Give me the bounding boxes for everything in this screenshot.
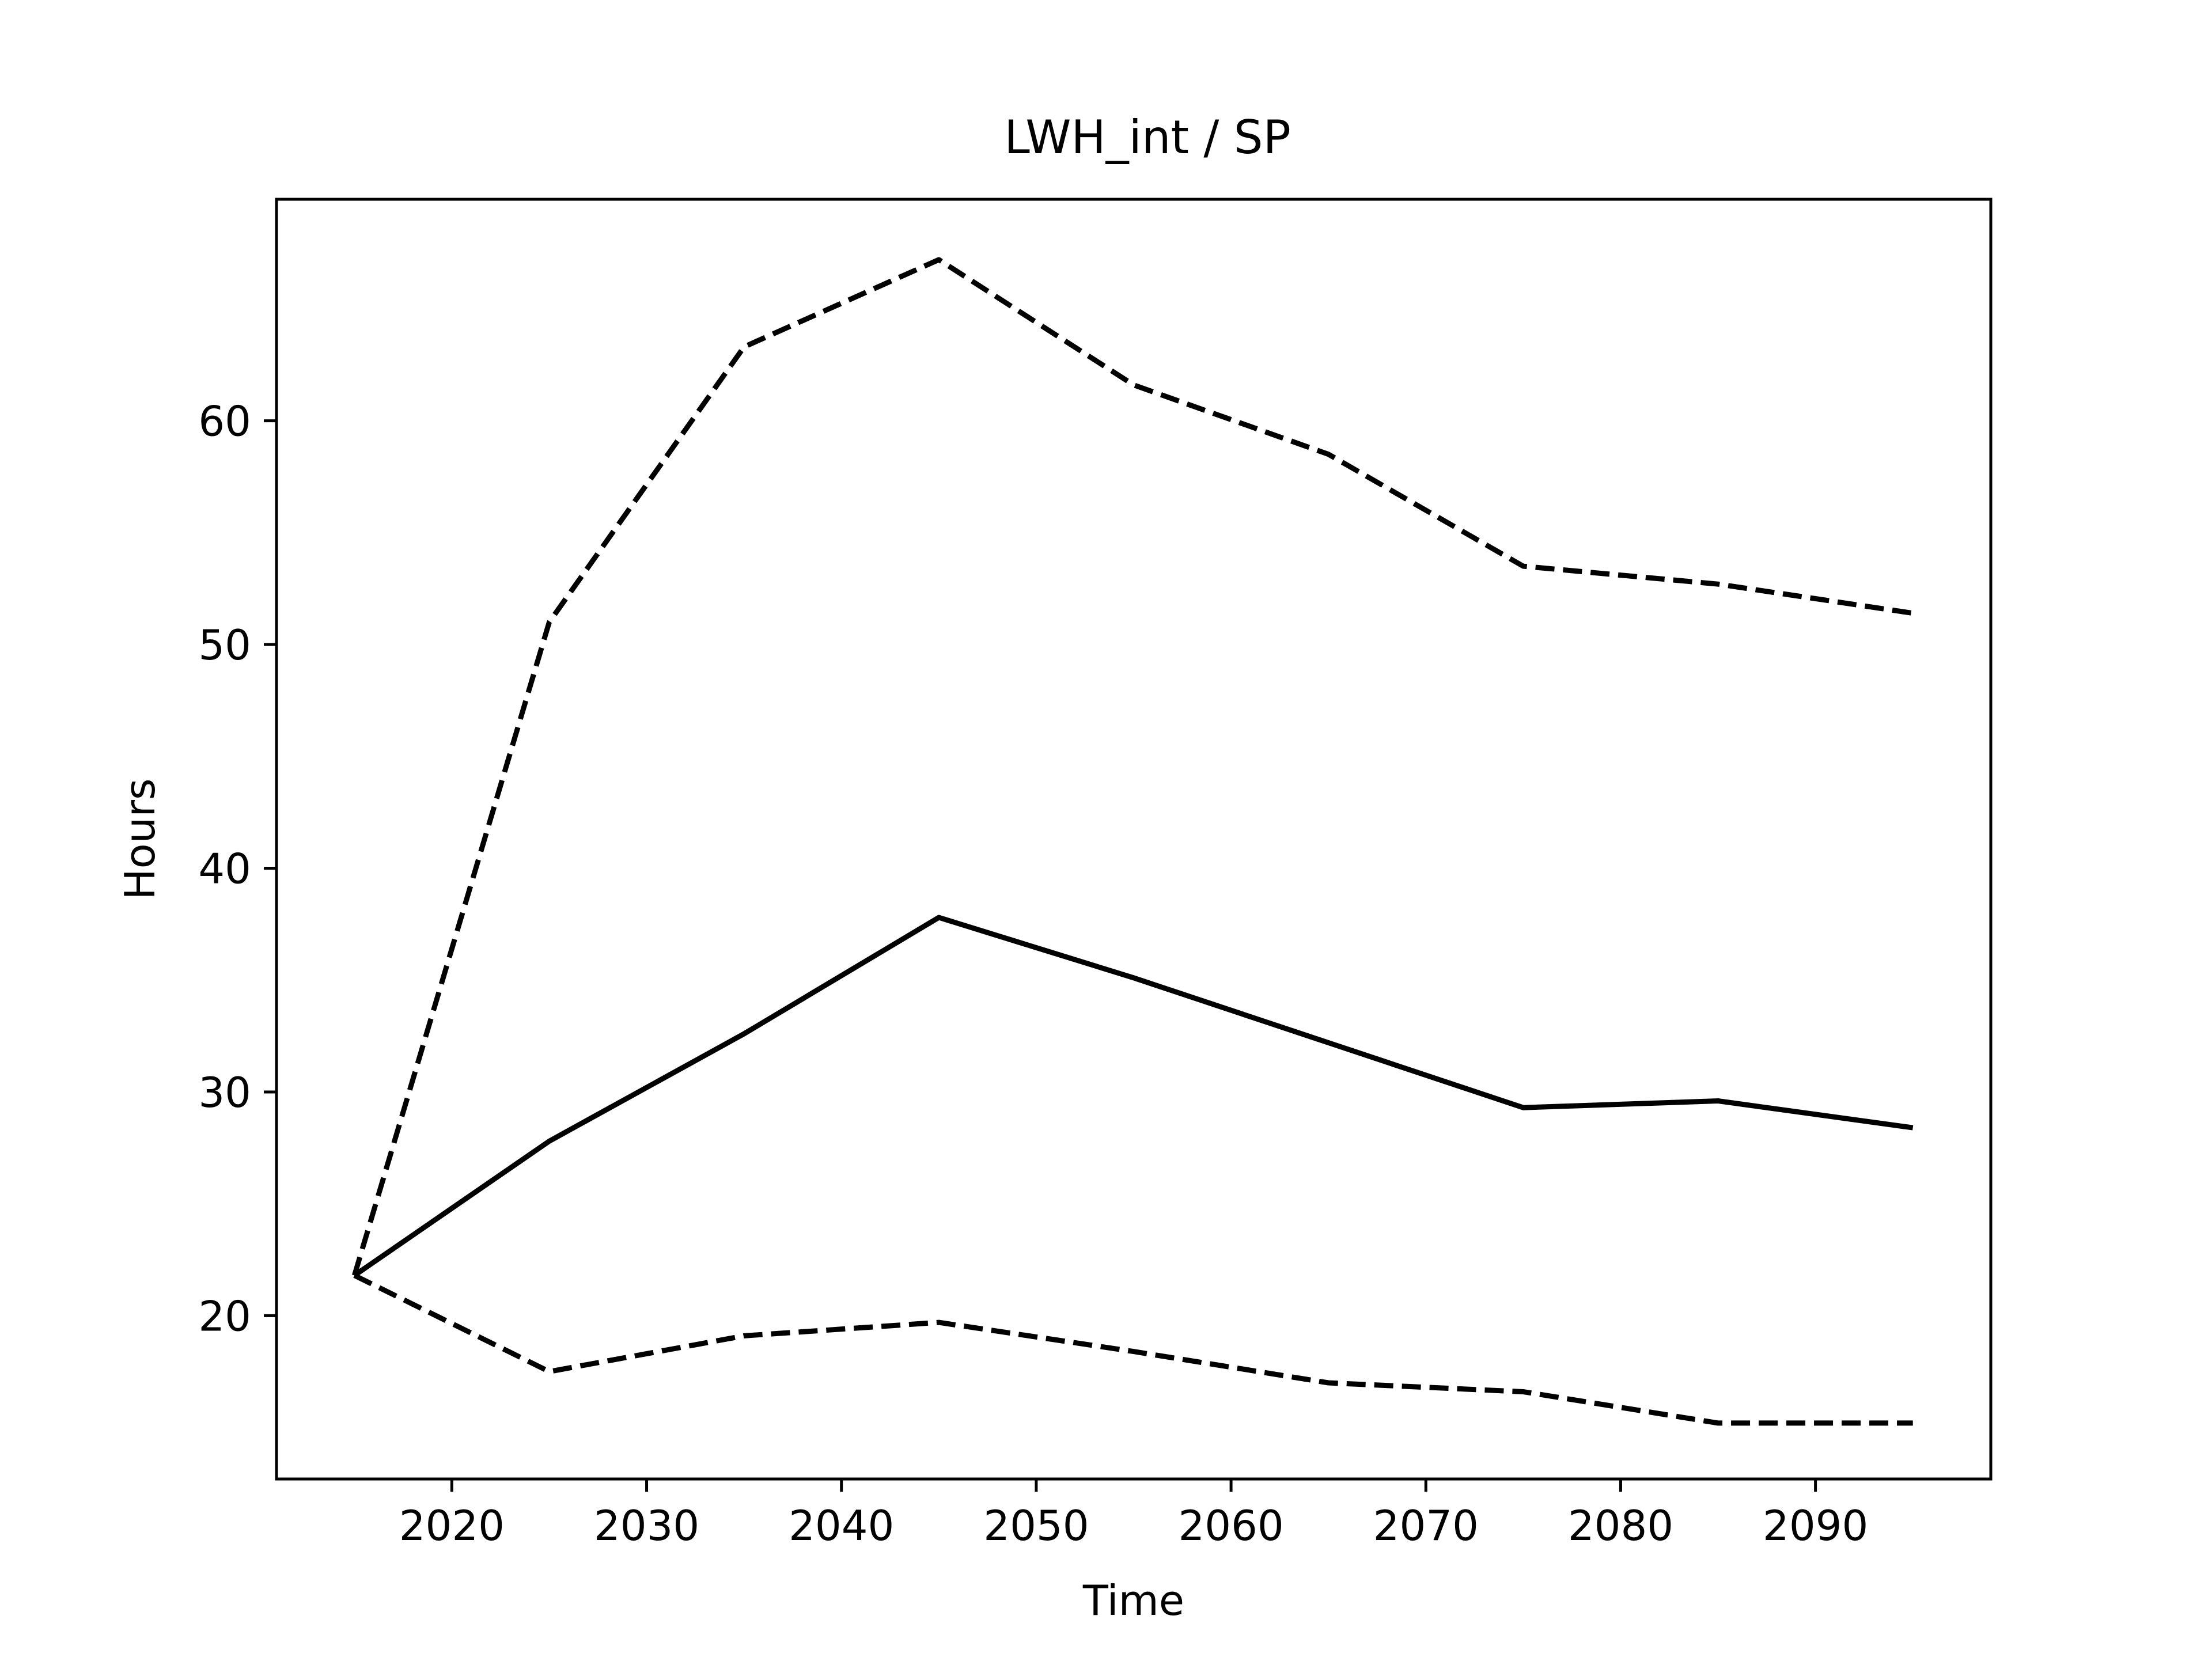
x-axis-label: Time — [1082, 1576, 1184, 1625]
y-axis-ticks: 20 30 40 50 60 — [198, 397, 276, 1340]
x-tick-label: 2090 — [1763, 1501, 1868, 1550]
series-layer — [351, 257, 1914, 1426]
chart-title: LWH_int / SP — [1004, 111, 1291, 164]
x-tick-label: 2030 — [594, 1501, 699, 1550]
y-tick-label: 50 — [198, 621, 251, 669]
x-tick-label: 2070 — [1373, 1501, 1479, 1550]
x-tick-label: 2080 — [1568, 1501, 1673, 1550]
plot-area-frame — [275, 198, 1993, 1481]
lower-bound-dashed-line — [353, 1273, 1913, 1426]
central-solid-line — [353, 915, 1914, 1278]
y-axis-label: Hours — [116, 779, 164, 900]
y-tick-label: 40 — [198, 845, 251, 893]
x-tick-label: 2020 — [399, 1501, 505, 1550]
upper-bound-dashed-line — [351, 257, 1914, 1276]
y-tick-label: 30 — [198, 1068, 251, 1117]
x-axis-ticks: 2020 2030 2040 2050 2060 2070 2080 2090 — [399, 1479, 1868, 1550]
x-tick-label: 2050 — [983, 1501, 1089, 1550]
x-tick-label: 2060 — [1178, 1501, 1283, 1550]
y-tick-label: 20 — [198, 1292, 251, 1340]
y-tick-label: 60 — [198, 397, 251, 446]
x-tick-label: 2040 — [789, 1501, 894, 1550]
